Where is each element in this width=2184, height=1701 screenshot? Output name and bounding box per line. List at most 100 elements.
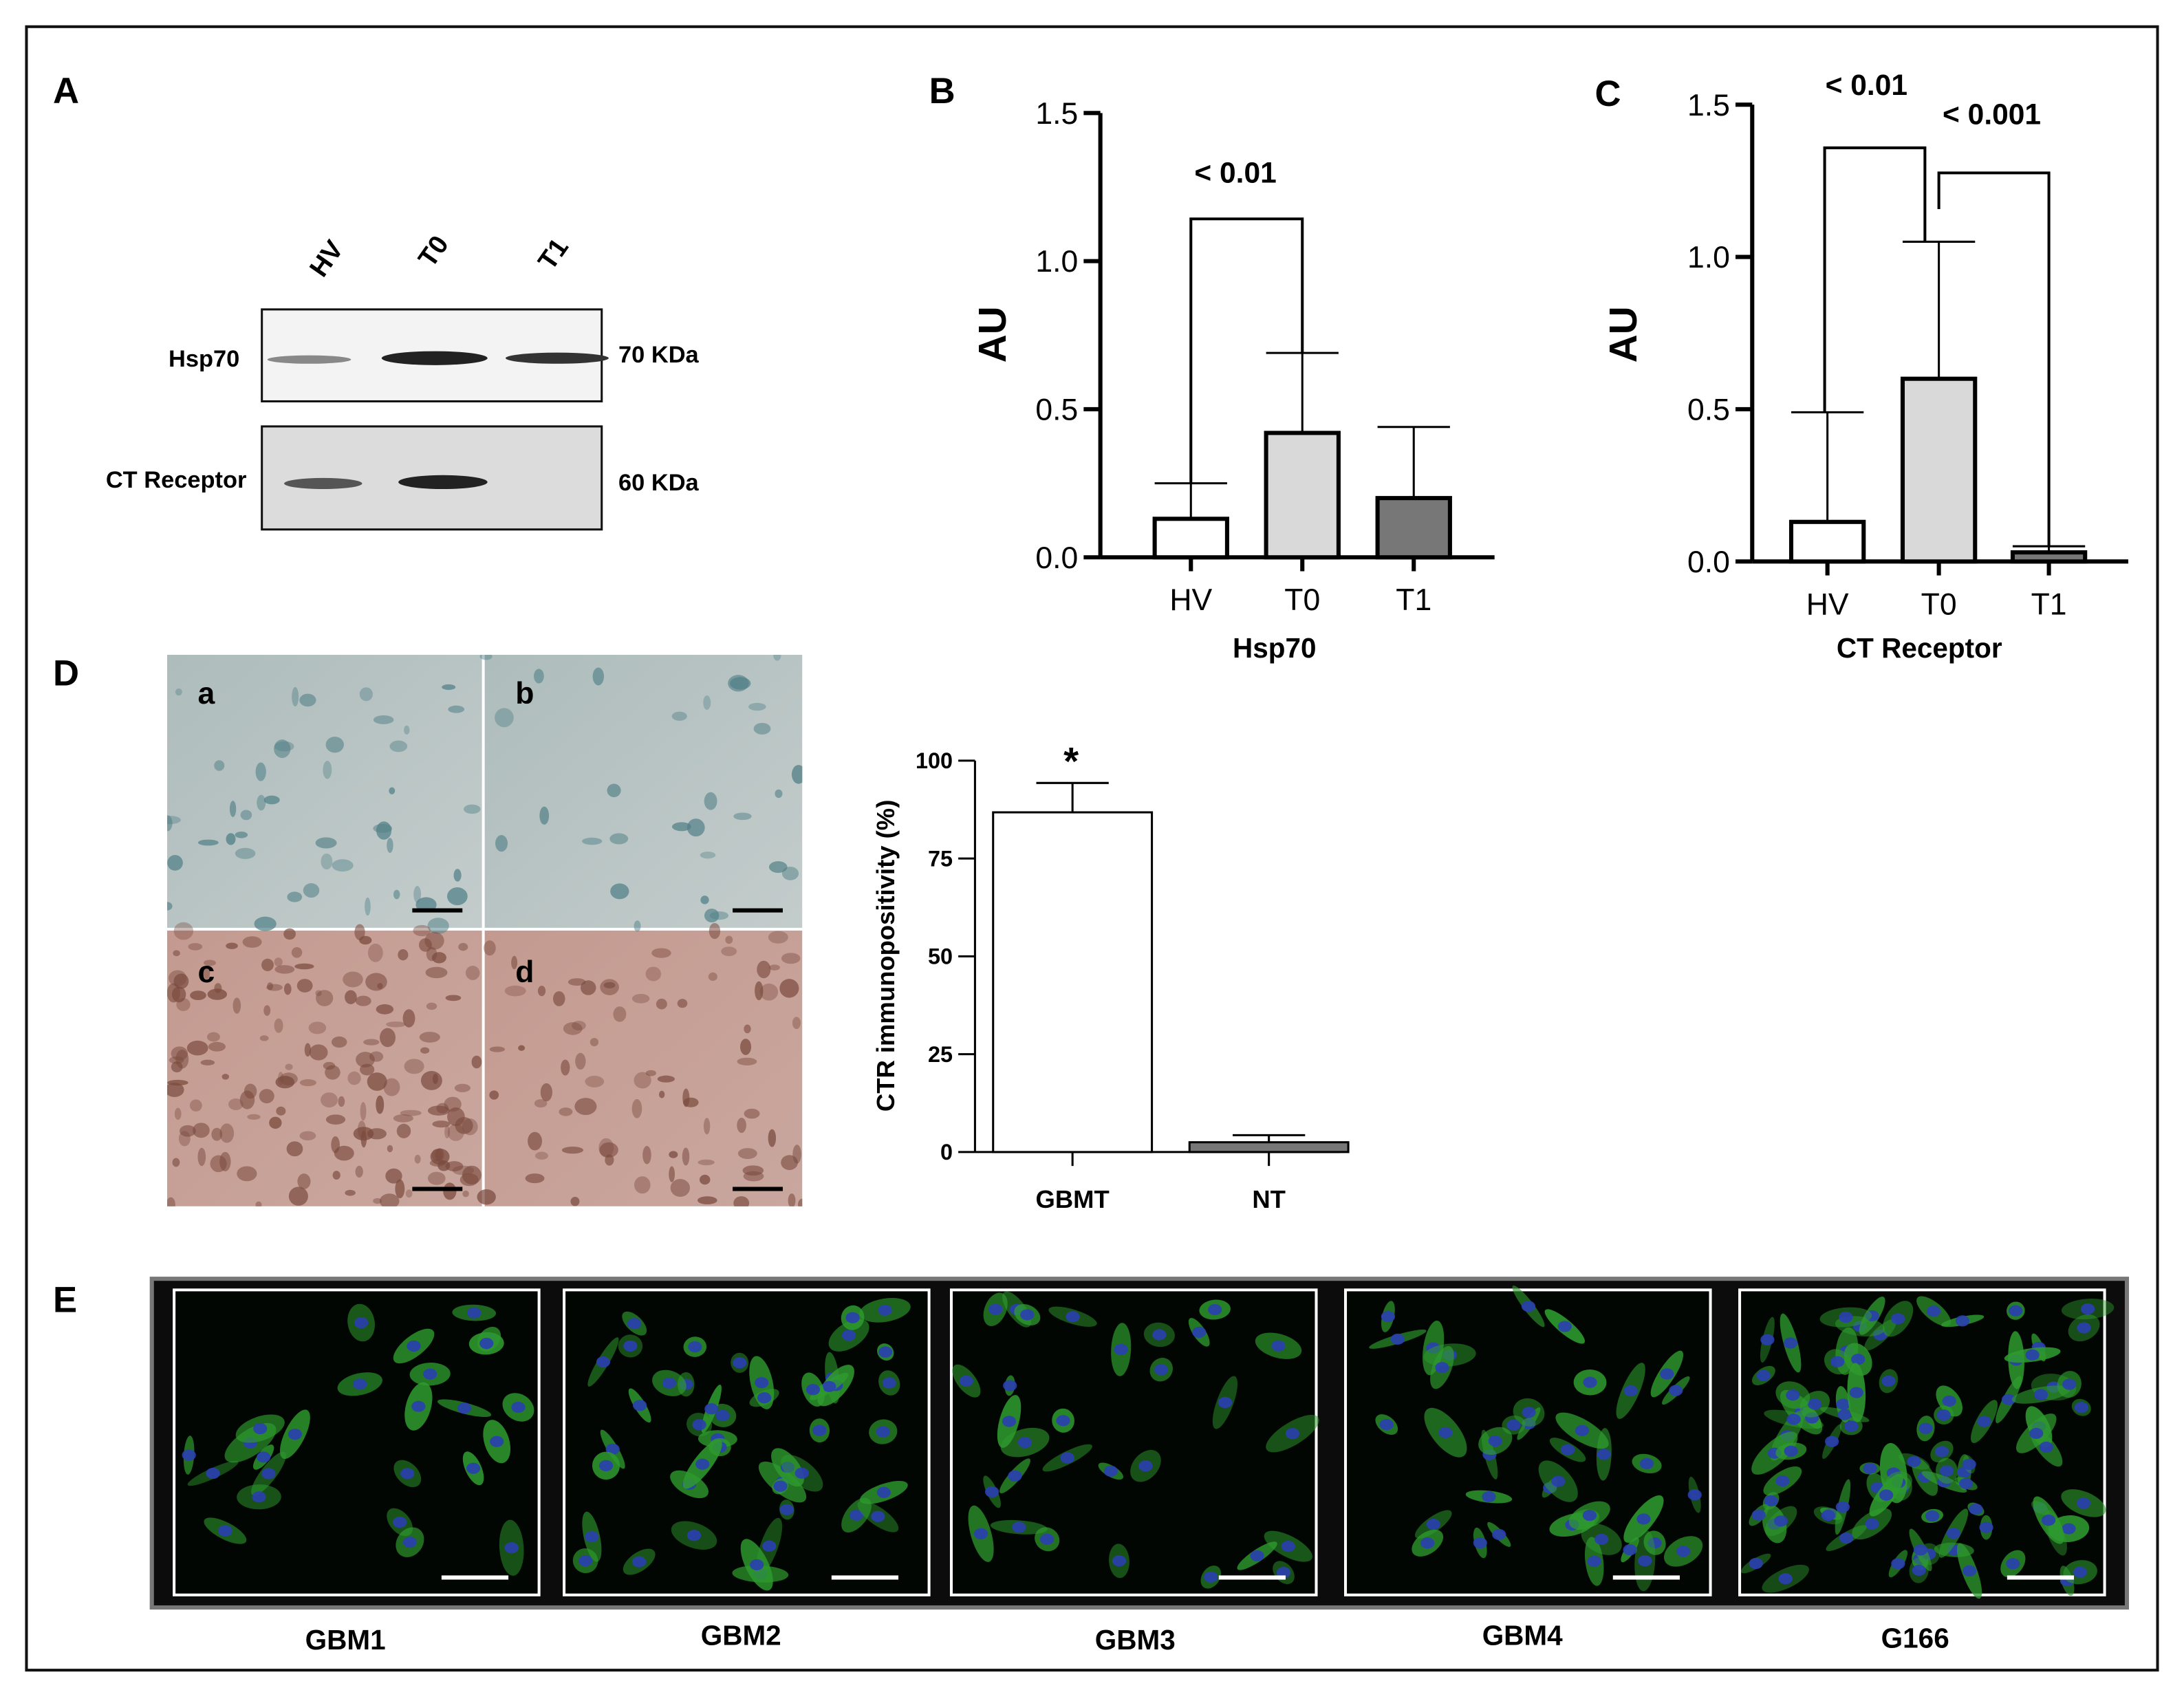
nucleus — [1676, 1546, 1691, 1557]
cell — [634, 1072, 651, 1089]
cell — [186, 1040, 208, 1056]
cell — [607, 783, 621, 798]
cell — [420, 1047, 430, 1054]
cell — [432, 1120, 451, 1128]
nucleus — [1837, 1409, 1852, 1420]
nucleus — [1891, 1558, 1905, 1570]
cell — [455, 1117, 473, 1134]
nucleus — [392, 1516, 407, 1528]
nucleus — [1687, 1489, 1702, 1501]
cell — [425, 966, 448, 979]
bar — [1188, 1141, 1350, 1153]
nucleus — [2073, 1566, 2088, 1578]
cell — [347, 1071, 361, 1085]
nucleus — [1008, 1470, 1022, 1482]
cell — [682, 1147, 690, 1166]
image-label: G166 — [1881, 1623, 1949, 1654]
micrograph — [484, 655, 803, 928]
cell — [534, 669, 544, 684]
cell — [321, 853, 333, 870]
cell — [518, 1045, 526, 1051]
cell — [600, 979, 619, 995]
nucleus — [1583, 1376, 1597, 1388]
cell — [634, 920, 641, 932]
nucleus — [812, 1424, 827, 1436]
y-tick-label: 1.0 — [1035, 245, 1078, 279]
cell — [275, 1076, 295, 1089]
x-tick-label: HV — [1169, 583, 1212, 617]
nucleus — [479, 1338, 494, 1350]
nucleus — [2074, 1402, 2088, 1413]
cell — [398, 949, 409, 961]
nucleus — [1488, 1435, 1502, 1447]
cell — [229, 801, 237, 817]
cell — [698, 1159, 715, 1166]
nucleus — [1936, 1409, 1951, 1421]
cell — [376, 1004, 394, 1015]
cell — [737, 1057, 757, 1065]
cell — [334, 1145, 354, 1161]
cell — [444, 1096, 462, 1112]
nucleus — [973, 1528, 988, 1539]
cell — [263, 1005, 271, 1016]
bar — [1264, 431, 1341, 560]
nucleus — [755, 1377, 769, 1389]
nucleus — [779, 1504, 794, 1515]
significance-label: < 0.001 — [1943, 99, 2041, 131]
cell — [323, 761, 332, 779]
blot-band — [284, 477, 363, 490]
nucleus — [1955, 1315, 1970, 1327]
cell — [226, 942, 238, 949]
cell — [797, 1198, 803, 1206]
micrograph-label: d — [515, 955, 534, 989]
nucleus — [1839, 1311, 1853, 1323]
cell — [539, 806, 550, 825]
cell — [773, 655, 781, 661]
cell — [788, 1193, 796, 1206]
nucleus — [633, 1400, 647, 1411]
y-tick-label: 0.0 — [1035, 541, 1078, 575]
cell — [206, 1032, 220, 1042]
bar — [1375, 496, 1452, 560]
nucleus — [1969, 1504, 1983, 1515]
cell — [376, 821, 392, 840]
cell — [173, 973, 189, 989]
nucleus — [1435, 1362, 1449, 1374]
cell — [534, 1099, 548, 1108]
cell — [658, 1090, 665, 1098]
nucleus — [806, 1384, 821, 1396]
nucleus — [1783, 1337, 1798, 1349]
nucleus — [1020, 1309, 1035, 1321]
cell — [255, 1201, 262, 1206]
cell — [420, 1071, 442, 1090]
cell — [744, 1024, 751, 1034]
nucleus — [1821, 1510, 1836, 1521]
nucleus — [1638, 1555, 1652, 1567]
cell — [781, 867, 799, 880]
nucleus — [1587, 1555, 1601, 1568]
x-tick-label: T0 — [1921, 587, 1957, 621]
nucleus — [2039, 1441, 2053, 1453]
cell — [376, 1095, 385, 1114]
cell — [528, 1131, 543, 1151]
nucleus — [1276, 1567, 1291, 1579]
cell — [540, 1083, 553, 1102]
cell — [781, 1155, 798, 1171]
nucleus — [605, 1443, 620, 1455]
cell — [393, 889, 400, 900]
nucleus — [1962, 1458, 1976, 1470]
cell — [419, 1032, 440, 1043]
cell — [355, 995, 371, 1006]
cell — [444, 1125, 451, 1138]
cell — [458, 942, 468, 951]
nucleus — [423, 1368, 437, 1380]
nucleus — [1426, 1518, 1440, 1530]
cell — [276, 1106, 286, 1116]
nucleus — [256, 1451, 271, 1463]
nucleus — [1192, 1326, 1207, 1339]
y-tick-label: 0.5 — [1035, 393, 1078, 427]
cell — [207, 988, 228, 1000]
y-tick-label: 0.5 — [1687, 393, 1730, 427]
cell — [373, 1198, 382, 1204]
